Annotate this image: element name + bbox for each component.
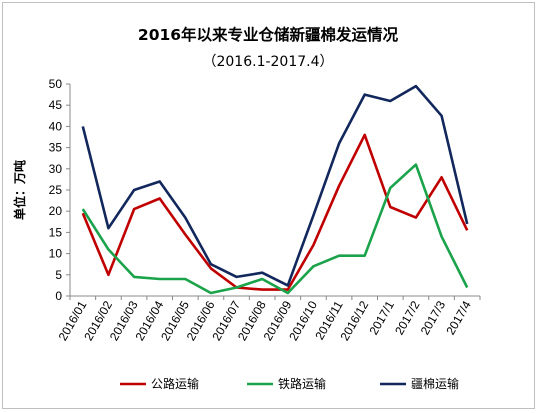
y-tick-label: 25 (49, 183, 63, 197)
series-lines (81, 84, 469, 295)
y-tick-label: 35 (49, 141, 63, 155)
y-tick-label: 10 (49, 247, 63, 261)
y-tick-label: 15 (49, 225, 63, 239)
series-line-1 (81, 133, 469, 291)
series-line-3 (81, 84, 469, 287)
y-tick-label: 5 (55, 268, 62, 282)
legend-label-2: 铁路运输 (278, 376, 326, 391)
legend-label-1: 公路运输 (151, 376, 199, 391)
legend-label-3: 疆棉运输 (411, 376, 459, 391)
x-tick-label: 2017/4 (443, 298, 474, 337)
chart-subtitle: （2016.1-2017.4） (202, 54, 333, 70)
y-tick-label: 45 (49, 98, 63, 112)
series-line-2 (81, 163, 469, 295)
y-tick-label: 40 (49, 119, 63, 133)
axes: 051015202530354045502016/012016/022016/0… (49, 77, 481, 343)
chart-frame (2, 2, 535, 409)
y-axis-label: 单位：万吨 (12, 160, 27, 220)
y-tick-label: 20 (49, 204, 63, 218)
y-tick-label: 50 (49, 77, 63, 91)
chart-title: 2016年以来专业仓储新疆棉发运情况 (138, 25, 399, 44)
legend: 公路运输 铁路运输 疆棉运输 (120, 376, 459, 391)
y-tick-label: 30 (49, 162, 63, 176)
y-tick-label: 0 (55, 289, 62, 303)
